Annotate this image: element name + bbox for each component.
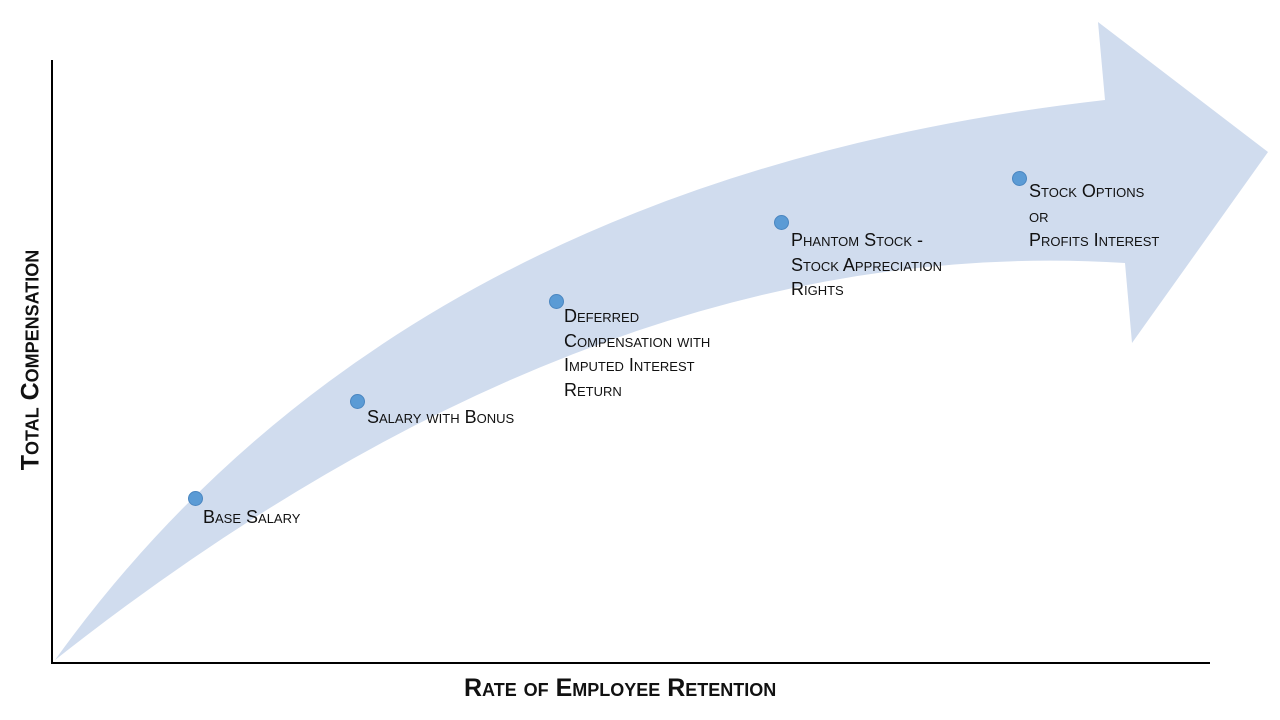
stage-label-line: Stock Options xyxy=(1029,181,1145,201)
y-axis-title: Total Compensation xyxy=(16,249,45,471)
stage-marker xyxy=(350,394,365,409)
growth-arrow xyxy=(55,22,1268,660)
stage-label: Base Salary xyxy=(203,505,300,530)
stage-label-line: Base Salary xyxy=(203,507,301,527)
x-axis-title: Rate of Employee Retention xyxy=(464,674,777,702)
stage-label-line: Stock Appreciation xyxy=(791,254,943,275)
stage-label-line: Imputed Interest xyxy=(564,355,695,375)
stage-label: Stock Options or Profits Interest xyxy=(1029,179,1159,253)
stage-label-line: Phantom Stock - xyxy=(791,230,923,250)
stage-marker xyxy=(774,215,789,230)
stage-marker xyxy=(549,294,564,309)
stage-label-line: Deferred xyxy=(564,306,640,326)
stage-label: Phantom Stock - Stock Appreciation Right… xyxy=(791,228,942,302)
stage-marker xyxy=(188,491,203,506)
stage-label-line: Compensation with xyxy=(564,330,711,351)
stage-marker xyxy=(1012,171,1027,186)
stage-label-line: Return xyxy=(564,379,622,400)
stage-label: Deferred Compensation with Imputed Inter… xyxy=(564,304,710,402)
stage-label-line: Profits Interest xyxy=(1029,230,1160,250)
stage-label: Salary with Bonus xyxy=(367,405,514,430)
stage-label-line: Rights xyxy=(791,279,844,299)
stage-label-line: Salary with Bonus xyxy=(367,407,515,427)
stage-label-line: or xyxy=(1029,205,1049,226)
